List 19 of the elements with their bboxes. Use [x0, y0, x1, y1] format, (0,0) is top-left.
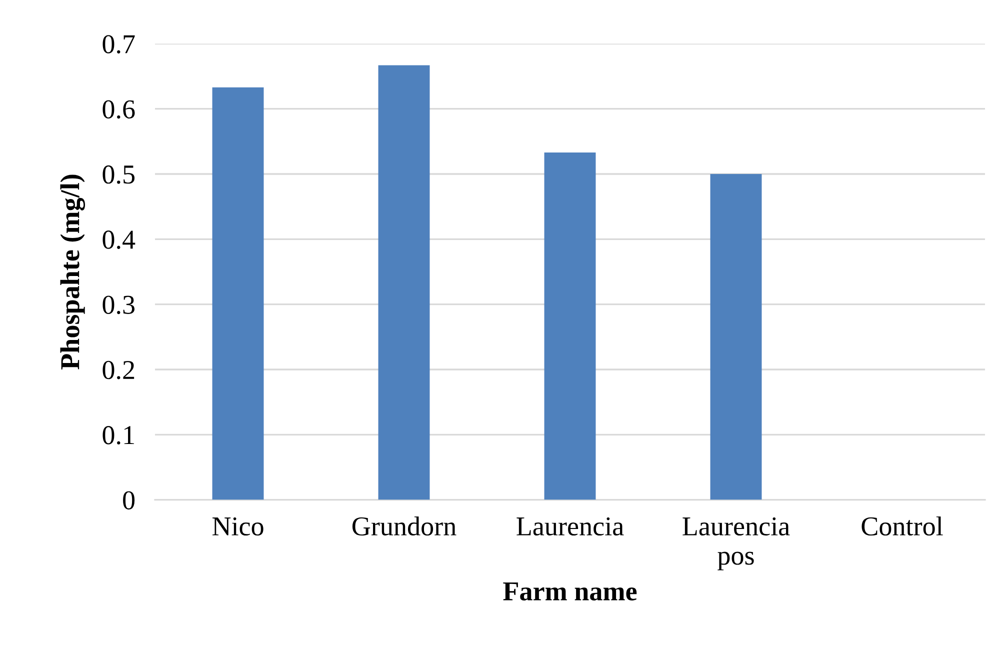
bar: [544, 152, 596, 500]
y-tick-label: 0.6: [102, 100, 135, 119]
x-tick-label: Laurencia: [516, 517, 624, 536]
x-axis-title: Farm name: [503, 582, 637, 600]
bar: [710, 174, 762, 500]
y-axis-title: Phospahte (mg/l): [60, 174, 86, 370]
x-tick-label: Grundorn: [352, 516, 456, 536]
bar: [378, 65, 430, 500]
y-tick-label: 0.5: [102, 165, 134, 184]
bar: [212, 87, 264, 500]
y-tick-label: 0.1: [102, 426, 134, 444]
y-tick-label: 0.2: [102, 360, 134, 380]
x-tick-label: Control: [862, 516, 943, 536]
y-tick-label: 0.3: [102, 296, 134, 314]
y-tick-label: 0: [123, 491, 135, 510]
y-tick-label: 0.4: [102, 230, 136, 249]
x-tick-label: Laurencia pos: [682, 517, 790, 570]
x-tick-label: Nico: [212, 517, 264, 536]
y-tick-label: 0.7: [102, 35, 135, 54]
